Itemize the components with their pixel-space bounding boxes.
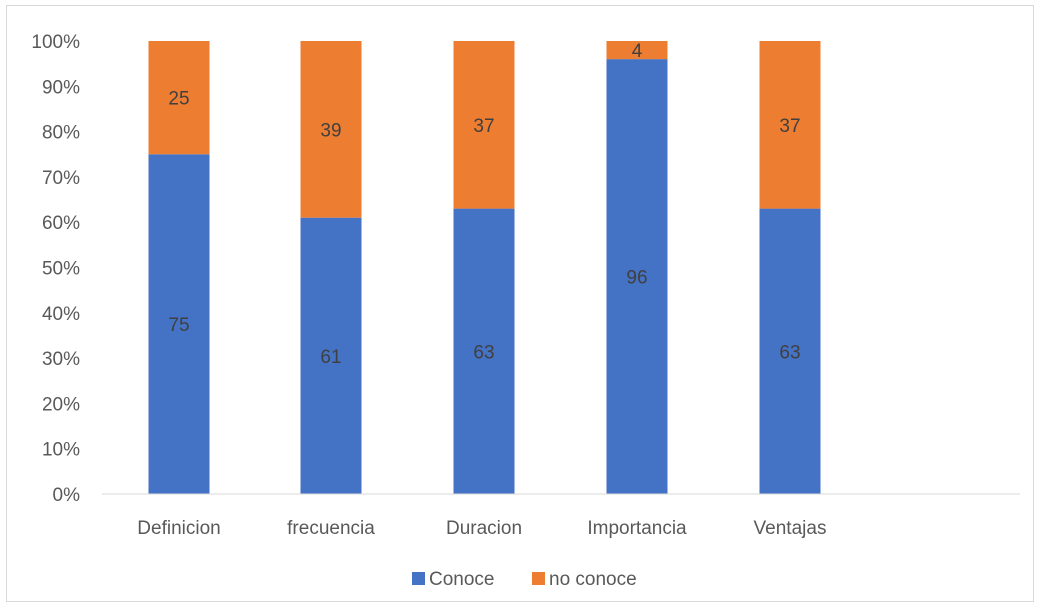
legend-label: no conoce [549,569,637,590]
y-tick-label: 80% [42,123,80,144]
x-category-label: Duracion [446,518,522,539]
bar-segment-conoce [148,154,210,494]
data-label: 4 [632,41,643,62]
bar-segment-conoce [606,59,668,495]
legend-label: Conoce [429,569,495,590]
y-tick-label: 50% [42,259,80,280]
data-label: 39 [320,120,341,141]
x-category-label: Importancia [587,518,687,539]
data-label: 25 [168,89,189,110]
y-tick-label: 20% [42,394,80,415]
data-label: 37 [473,116,494,137]
bar-segment-no-conoce [453,41,515,209]
bar-segment-conoce [453,208,515,495]
data-label: 75 [168,315,189,336]
y-tick-label: 40% [42,304,80,325]
legend-swatch-conoce [412,572,425,585]
bar-segment-conoce [759,208,821,495]
legend: Conoce no conoce [412,569,637,590]
x-category-label: frecuencia [287,518,375,539]
data-label: 63 [473,342,494,363]
y-tick-label: 100% [31,32,80,53]
y-tick-label: 90% [42,77,80,98]
data-label: 61 [320,347,341,368]
bar-segment-conoce [300,217,362,495]
x-category-label: Ventajas [754,518,827,539]
bar-segment-no-conoce [759,41,821,209]
data-label: 37 [779,116,800,137]
x-axis: Definicion frecuencia Duracion Importancia V… [102,493,1020,539]
bar-segment-no-conoce [300,41,362,218]
y-tick-label: 10% [42,440,80,461]
y-tick-label: 70% [42,168,80,189]
y-axis: 0% 10% 20% 30% 40% 50% 60% 70% 80% 90% 100% [31,32,80,506]
bar-segment-no-conoce [606,41,668,60]
legend-swatch-no-conoce [532,572,545,585]
data-label: 63 [779,342,800,363]
x-category-label: Definicion [137,518,220,539]
y-tick-label: 30% [42,349,80,370]
bars: 75 25 61 39 63 37 96 4 63 37 [148,41,821,495]
data-label: 96 [626,268,647,289]
y-tick-label: 60% [42,213,80,234]
y-tick-label: 0% [53,485,81,506]
bar-segment-no-conoce [148,41,210,155]
